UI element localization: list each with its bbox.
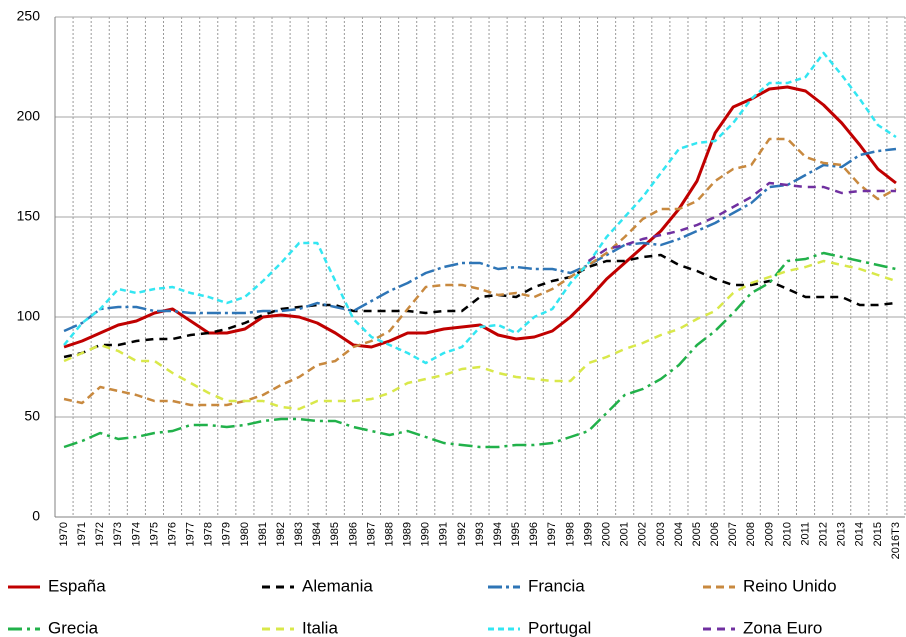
x-tick-label: 1982 [275,522,287,546]
x-tick-label: 1981 [257,522,269,546]
series-line [63,147,897,333]
x-tick-label: 1988 [383,522,395,546]
x-tick-label: 2012 [818,522,830,546]
x-tick-label: 1975 [148,522,160,546]
x-tick-label: 2008 [745,522,757,546]
legend-label: Italia [302,618,338,637]
x-tick-label: 2002 [637,522,649,546]
x-tick-label: 2001 [619,522,631,546]
legend-label: Grecia [48,618,99,637]
x-tick-label: 1974 [130,522,142,546]
x-tick-label: 1987 [365,522,377,546]
x-tick-label: 2009 [763,522,775,546]
x-tick-label: 2010 [781,522,793,546]
series-line [63,137,897,407]
y-tick-label: 50 [24,408,40,424]
x-tick-label: 2013 [836,522,848,546]
x-tick-label: 1992 [456,522,468,546]
x-tick-label: 1995 [510,522,522,546]
x-tick-label: 1979 [221,522,233,546]
legend-label: Reino Unido [743,576,837,595]
x-tick-label: 1983 [293,522,305,546]
x-tick-label: 1998 [564,522,576,546]
x-tick-label: 2014 [854,522,866,546]
x-tick-label: 2011 [799,522,811,546]
x-tick-label: 1994 [492,522,504,546]
legend-label: Francia [528,576,585,595]
x-tick-label: 2003 [655,522,667,546]
x-tick-label: 2004 [673,522,685,546]
x-tick-label: 1991 [438,522,450,546]
legend-label: España [48,576,106,595]
series-line [63,51,897,365]
x-tick-label: 2007 [727,522,739,546]
y-tick-label: 150 [17,208,41,224]
y-tick-label: 250 [17,8,41,24]
x-tick-label: 1977 [185,522,197,546]
x-tick-label: 1976 [166,522,178,546]
x-tick-label: 2016T3 [890,522,902,559]
x-tick-label: 1970 [58,522,70,546]
series-line [63,251,897,449]
x-tick-label: 1993 [474,522,486,546]
legend-label: Portugal [528,618,591,637]
y-tick-label: 0 [32,508,40,524]
x-tick-label: 1971 [76,522,88,546]
x-tick-label: 1996 [528,522,540,546]
x-tick-label: 1989 [402,522,414,546]
x-tick-label: 2006 [709,522,721,546]
x-tick-label: 1978 [203,522,215,546]
legend-label: Zona Euro [743,618,822,637]
x-tick-label: 2005 [691,522,703,546]
x-tick-label: 1972 [94,522,106,546]
series-line [63,85,897,349]
x-tick-label: 1990 [420,522,432,546]
x-tick-label: 1986 [347,522,359,546]
y-tick-label: 100 [17,308,41,324]
y-tick-label: 200 [17,108,41,124]
series-line [63,259,897,411]
x-tick-label: 1980 [239,522,251,546]
x-tick-label: 1985 [329,522,341,546]
series-line [587,181,896,263]
x-tick-label: 1999 [582,522,594,546]
x-tick-label: 1984 [311,522,323,546]
x-tick-label: 2015 [872,522,884,546]
x-tick-label: 1973 [112,522,124,546]
x-tick-label: 2000 [601,522,613,546]
series-line [63,253,897,359]
x-tick-label: 1997 [546,522,558,546]
legend-label: Alemania [302,576,373,595]
